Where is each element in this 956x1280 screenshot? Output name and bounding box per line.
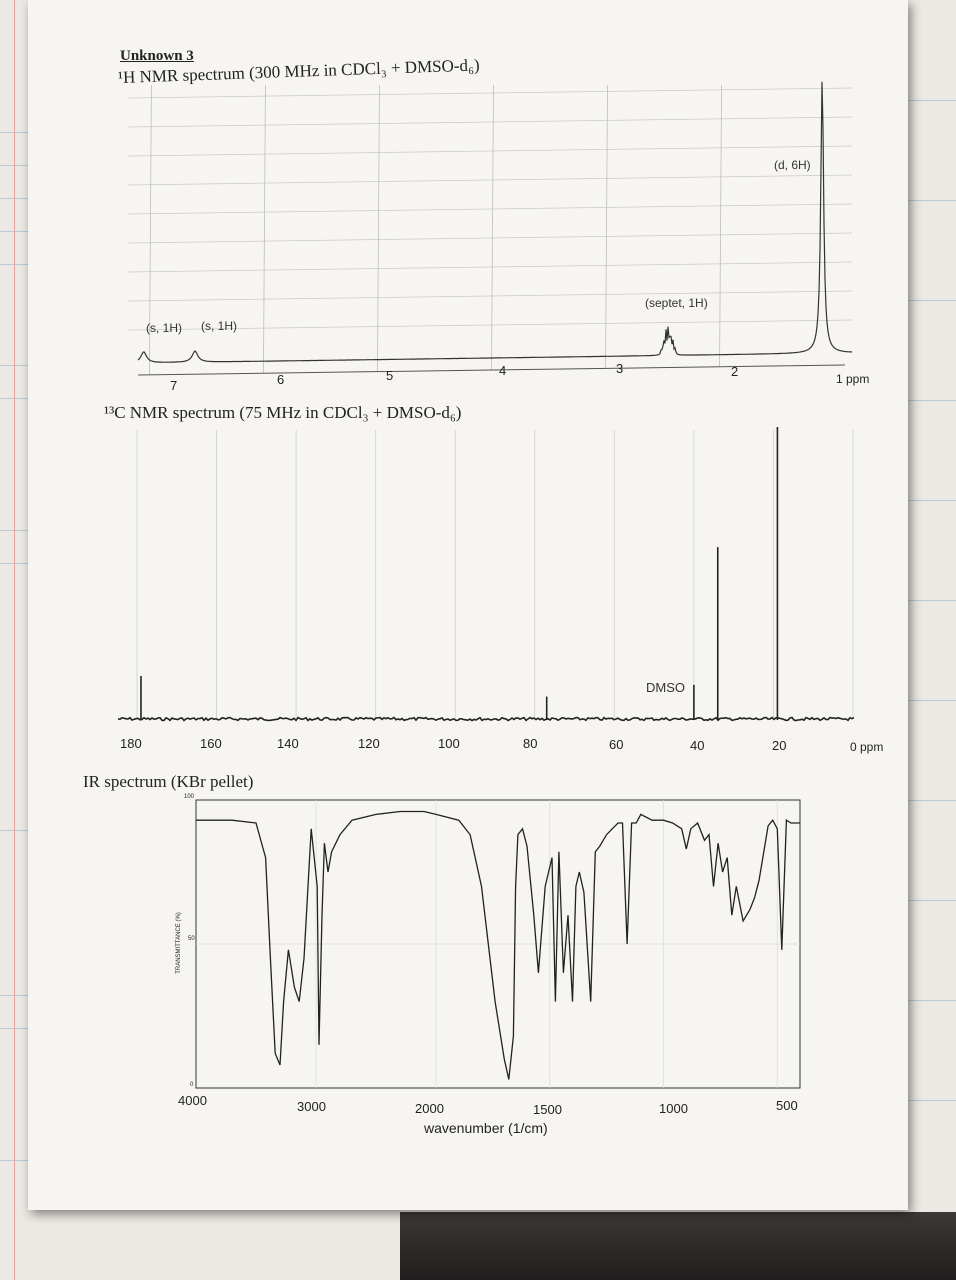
ir-ylabel: TRANSMITTANCE (%) [175, 912, 182, 974]
ir-xlabel: wavenumber (1/cm) [424, 1120, 548, 1136]
h-nmr-peak-label: (s, 1H) [146, 321, 182, 335]
ir-xtick: 4000 [178, 1093, 207, 1108]
h-nmr-gridline [377, 84, 380, 372]
h-nmr-gridline [127, 290, 853, 302]
h-nmr-trace [137, 81, 853, 363]
page-heading: Unknown 3 [120, 48, 194, 64]
h-nmr-tick: 7 [170, 378, 178, 393]
c-nmr-tick: 100 [438, 736, 460, 751]
h-nmr-gridline [127, 319, 853, 331]
ir-xtick: 2000 [415, 1101, 444, 1116]
h-nmr-gridline [127, 87, 853, 99]
ir-grid [196, 800, 800, 1088]
worksheet-page [28, 0, 908, 1210]
h-nmr-peak-label: (d, 6H) [774, 158, 811, 172]
h-nmr-gridline [605, 84, 608, 369]
c-nmr-baseline [117, 716, 855, 722]
h-nmr-gridline [127, 174, 853, 186]
ir-xtick: 500 [776, 1098, 798, 1113]
c-nmr-tick: 180 [120, 736, 142, 751]
ir-ytick: 0 [190, 1082, 194, 1088]
ir-ytick: 100 [184, 794, 195, 800]
h-nmr-gridline [719, 84, 722, 367]
ir-ytick: 50 [188, 936, 195, 942]
h-nmr-grid [127, 84, 853, 375]
c-nmr-tick: 20 [772, 738, 787, 753]
h-nmr-gridline [127, 203, 853, 215]
h-nmr-gridline [263, 84, 266, 374]
ir-xtick: 3000 [297, 1099, 326, 1114]
ir-title: IR spectrum (KBr pellet) [83, 772, 254, 791]
h-nmr-tick: 3 [616, 361, 624, 376]
c-nmr-grid [136, 430, 854, 718]
h-nmr-tick: 5 [386, 368, 394, 383]
c-nmr-peaks [140, 427, 779, 720]
c-nmr-tick: 120 [358, 736, 380, 751]
h-nmr-gridline [127, 116, 853, 128]
h-nmr-gridline [127, 145, 853, 157]
h-nmr-gridline [491, 84, 494, 371]
c-nmr-tick: 0 ppm [850, 740, 884, 754]
h-nmr-tick: 4 [499, 363, 507, 378]
h-nmr-tick: 2 [731, 364, 739, 379]
h-nmr-peak-label: (s, 1H) [201, 319, 237, 333]
c-nmr-dmso-label: DMSO [646, 680, 685, 695]
c-nmr-tick: 140 [277, 736, 299, 751]
c-nmr-title: ¹³C NMR spectrum (75 MHz in CDCl₃ + DMSO… [104, 403, 462, 422]
ir-xtick: 1000 [659, 1101, 688, 1116]
c-nmr-tick: 40 [690, 738, 705, 753]
c-nmr-tick: 80 [523, 736, 538, 751]
c-nmr-tick: 160 [200, 736, 222, 751]
h-nmr-gridline [127, 232, 853, 244]
h-nmr-gridline [127, 261, 853, 273]
c-nmr-tick: 60 [609, 737, 624, 752]
h-nmr-peak-label: (septet, 1H) [645, 296, 708, 310]
h-nmr-gridline [149, 84, 152, 375]
h-nmr-axis [137, 364, 846, 376]
h-nmr-tick: 6 [277, 372, 285, 387]
ir-xtick: 1500 [533, 1102, 562, 1117]
h-nmr-tick: 1 ppm [836, 372, 870, 386]
ir-trace [196, 810, 800, 1080]
